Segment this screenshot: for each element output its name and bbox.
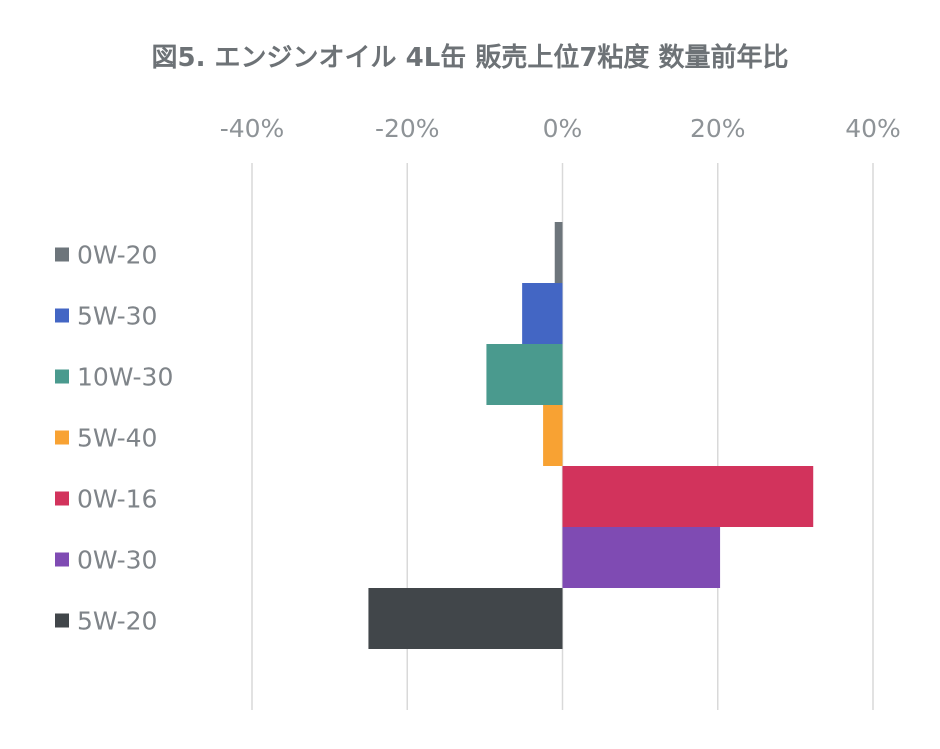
- x-tick-labels: -40% -20% 0% 20% 40%: [220, 114, 901, 143]
- legend-label: 5W-30: [77, 302, 157, 331]
- legend-swatch: [55, 247, 69, 262]
- bar: [543, 405, 563, 466]
- x-tick-label: 0%: [543, 114, 583, 143]
- bar: [562, 527, 721, 588]
- legend-swatch: [55, 613, 69, 628]
- bar: [562, 466, 814, 527]
- bar: [554, 222, 563, 283]
- chart-title: 図5. エンジンオイル 4L缶 販売上位7粘度 数量前年比: [152, 42, 789, 73]
- bar: [368, 588, 563, 649]
- legend-swatch: [55, 491, 69, 506]
- x-tick-label: 20%: [690, 114, 746, 143]
- bars: [368, 222, 814, 649]
- legend-label: 10W-30: [77, 363, 173, 392]
- x-tick-label: -20%: [375, 114, 440, 143]
- legend: 0W-20 5W-30 10W-30 5W-40 0W-16 0W-30 5W-20: [55, 241, 173, 636]
- x-tick-label: 40%: [845, 114, 901, 143]
- legend-label: 0W-30: [77, 546, 157, 575]
- legend-swatch: [55, 552, 69, 567]
- bar: [522, 283, 563, 344]
- legend-label: 0W-20: [77, 241, 157, 270]
- bar: [486, 344, 563, 405]
- legend-swatch: [55, 369, 69, 384]
- legend-label: 5W-40: [77, 424, 157, 453]
- legend-swatch: [55, 430, 69, 445]
- x-tick-label: -40%: [220, 114, 285, 143]
- legend-label: 5W-20: [77, 607, 157, 636]
- legend-label: 0W-16: [77, 485, 157, 514]
- legend-swatch: [55, 308, 69, 323]
